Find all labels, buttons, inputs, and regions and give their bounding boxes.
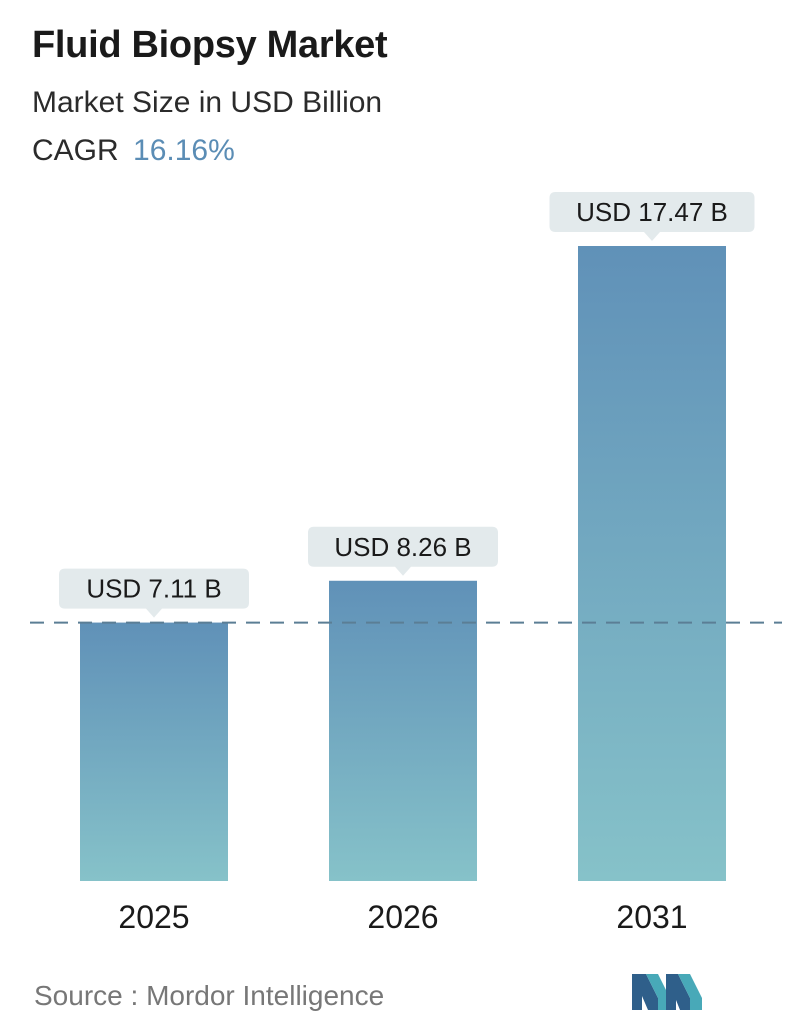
cagr-line: CAGR 16.16% bbox=[32, 134, 235, 168]
source-label: Source : bbox=[34, 980, 139, 1011]
chart-title: Fluid Biopsy Market bbox=[32, 24, 388, 66]
bar-2025 bbox=[80, 622, 228, 881]
x-tick-label-2025: 2025 bbox=[118, 899, 189, 935]
x-tick-label-2031: 2031 bbox=[616, 899, 687, 935]
mordor-intelligence-logo-icon bbox=[632, 974, 702, 1010]
bar-2026 bbox=[329, 580, 477, 881]
chart-subtitle: Market Size in USD Billion bbox=[32, 86, 383, 119]
data-label-bubble-2026 bbox=[308, 526, 498, 576]
x-tick-label-2026: 2026 bbox=[367, 899, 438, 935]
cagr-value: 16.16% bbox=[133, 134, 235, 167]
data-label-2031: USD 17.47 B bbox=[576, 197, 728, 227]
data-label-2025: USD 7.11 B bbox=[86, 574, 221, 604]
bar-2031 bbox=[578, 246, 726, 881]
cagr-label: CAGR bbox=[32, 134, 119, 167]
data-label-bubble-2031 bbox=[549, 192, 755, 241]
data-label-2026: USD 8.26 B bbox=[334, 532, 471, 562]
source-note: Source : Mordor Intelligence bbox=[34, 980, 384, 1012]
source-name: Mordor Intelligence bbox=[146, 980, 385, 1011]
data-label-bubble-2025 bbox=[59, 568, 249, 618]
